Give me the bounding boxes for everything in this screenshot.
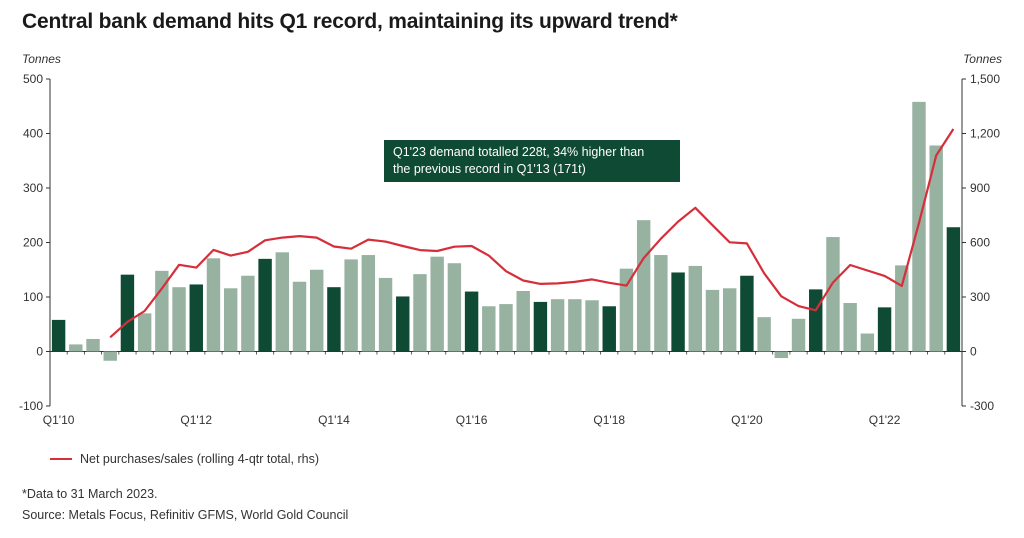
- bar: [791, 318, 806, 352]
- bar: [757, 317, 771, 352]
- x-tick-label: Q1'18: [593, 413, 625, 427]
- bar: [671, 272, 685, 352]
- legend-label: Net purchases/sales (rolling 4-qtr total…: [80, 452, 319, 466]
- legend: Net purchases/sales (rolling 4-qtr total…: [50, 452, 319, 466]
- source-note: Source: Metals Focus, Refinitiv GFMS, Wo…: [22, 508, 349, 522]
- left-tick-label: 0: [36, 345, 43, 359]
- bar: [327, 287, 341, 352]
- left-tick-label: 100: [23, 290, 43, 304]
- right-tick-label: 600: [970, 236, 990, 250]
- x-tick-label: Q1'14: [318, 413, 350, 427]
- annotation-box: Q1'23 demand totalled 228t, 34% higher t…: [384, 140, 680, 182]
- bar: [482, 306, 496, 352]
- rolling-line: [109, 128, 955, 339]
- bar: [740, 275, 754, 352]
- bar: [223, 288, 238, 352]
- x-tick-label: Q1'22: [869, 413, 901, 427]
- left-axis-unit: Tonnes: [22, 52, 61, 66]
- bar: [275, 252, 290, 352]
- bar: [189, 284, 203, 352]
- bar: [877, 307, 892, 352]
- left-tick-label: 500: [23, 72, 43, 86]
- bar: [241, 275, 255, 352]
- bar: [636, 220, 651, 352]
- bar: [619, 268, 634, 352]
- bar: [550, 299, 565, 352]
- bar: [155, 270, 169, 352]
- right-tick-label: 1,500: [970, 72, 1000, 86]
- x-tick-label: Q1'16: [456, 413, 488, 427]
- axis-ticks: 500 400 300 200 100 0 -100 1,500 1,200 900 600 300 0…: [19, 72, 1000, 427]
- bar: [103, 351, 117, 361]
- bar: [69, 344, 83, 352]
- bar: [310, 269, 324, 352]
- footnote: *Data to 31 March 2023.: [22, 487, 158, 501]
- bar: [86, 338, 100, 352]
- bar: [585, 300, 599, 352]
- annotation-background: [384, 140, 680, 182]
- bar: [809, 289, 823, 352]
- bar: [361, 255, 376, 352]
- left-tick-label: 400: [23, 127, 43, 141]
- rolling-total-line: [109, 128, 955, 339]
- bar: [430, 256, 444, 352]
- bar: [499, 304, 513, 352]
- bar: [654, 255, 668, 352]
- x-tick-label: Q1'20: [731, 413, 763, 427]
- left-tick-label: 300: [23, 181, 43, 195]
- annotation-text: the previous record in Q1'13 (171t): [393, 162, 586, 176]
- annotation-text: Q1'23 demand totalled 228t, 34% higher t…: [393, 145, 644, 159]
- bar: [396, 296, 410, 352]
- axis-frame: [49, 79, 963, 406]
- bar: [172, 287, 186, 352]
- bar: [464, 291, 479, 352]
- bar: [344, 259, 358, 352]
- bar: [688, 265, 702, 352]
- right-tick-label: 0: [970, 345, 977, 359]
- bar: [292, 281, 307, 352]
- bar: [929, 145, 943, 352]
- right-tick-label: 900: [970, 181, 990, 195]
- bar: [843, 302, 857, 352]
- chart-title: Central bank demand hits Q1 record, main…: [22, 10, 678, 33]
- central-bank-demand-chart: 500 400 300 200 100 0 -100 1,500 1,200 900 600 300 0…: [19, 72, 1000, 427]
- left-tick-label: 200: [23, 236, 43, 250]
- bar: [413, 274, 427, 352]
- bar: [533, 301, 548, 352]
- bar: [946, 227, 961, 352]
- bar: [206, 258, 221, 352]
- bar: [705, 289, 720, 352]
- bar: [120, 274, 135, 352]
- bar: [602, 306, 616, 352]
- bar: [722, 288, 737, 352]
- right-tick-label: 300: [970, 290, 990, 304]
- bar: [137, 313, 152, 352]
- bar: [258, 258, 272, 352]
- bar: [826, 237, 840, 352]
- x-tick-label: Q1'12: [180, 413, 212, 427]
- right-axis-unit: Tonnes: [963, 52, 1002, 66]
- right-tick-label: 1,200: [970, 127, 1000, 141]
- bar: [516, 291, 530, 352]
- right-tick-label: -300: [970, 399, 994, 413]
- bar: [447, 263, 462, 352]
- bar: [860, 333, 875, 352]
- bar: [568, 299, 582, 352]
- bar: [774, 351, 789, 359]
- left-tick-label: -100: [19, 399, 43, 413]
- bar: [895, 265, 909, 352]
- bar: [51, 319, 66, 352]
- bar: [378, 277, 393, 352]
- x-tick-label: Q1'10: [43, 413, 75, 427]
- legend-line-swatch: [50, 458, 72, 460]
